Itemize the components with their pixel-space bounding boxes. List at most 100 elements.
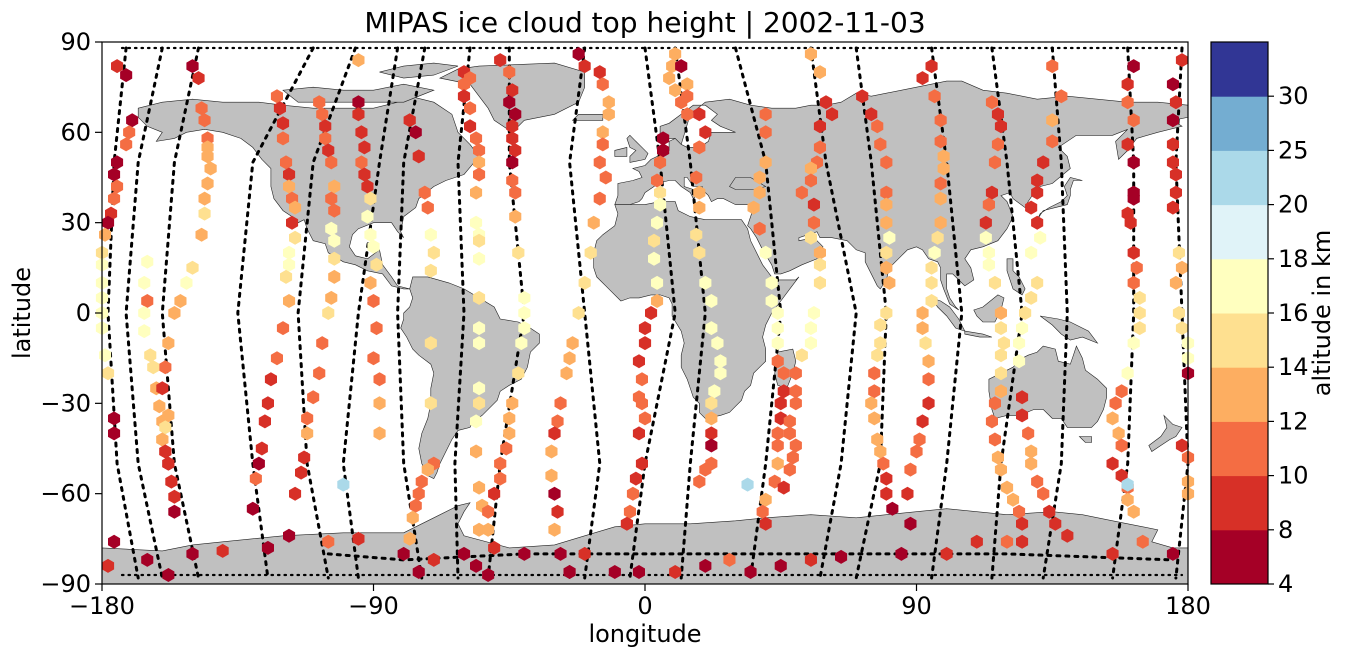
cloud-marker-10-3: [669, 83, 682, 98]
cloud-marker-4-9: [325, 221, 338, 236]
cloud-marker-20-20: [699, 558, 712, 573]
cloud-marker-18-22: [1115, 438, 1128, 453]
cloud-marker-2-9: [198, 191, 211, 206]
cloud-marker-6-8: [424, 336, 437, 351]
cloud-marker-6-2: [412, 149, 425, 164]
cloud-marker-16-19: [985, 414, 998, 429]
cloud-marker-9-11: [587, 215, 600, 230]
cloud-marker-20-18: [632, 565, 645, 579]
cloud-marker-17-18: [1016, 408, 1029, 423]
y-tick-label-4: 30: [60, 209, 91, 237]
cloud-marker-16-24: [1007, 492, 1020, 507]
cloud-marker-5-7: [361, 179, 374, 194]
cloud-marker-9-21: [545, 444, 558, 459]
cloud-marker-14-3: [874, 137, 887, 152]
cloud-marker-12-18: [771, 426, 784, 441]
cloud-marker-10-10: [654, 185, 667, 200]
cloud-marker-7-18: [473, 381, 486, 396]
cloud-marker-6-12: [415, 474, 428, 489]
cloud-marker-5-1: [352, 95, 365, 110]
colorbar-tick-label-9: 30: [1278, 82, 1309, 110]
y-tick-label-3: 0: [76, 299, 91, 327]
cloud-marker-14-14: [874, 336, 887, 351]
cloud-marker-3-3: [276, 131, 290, 146]
cloud-marker-14-22: [877, 456, 890, 471]
cloud-marker-9-7: [596, 137, 609, 152]
cloud-marker-20-12: [457, 546, 471, 561]
cloud-marker-14-23: [880, 471, 893, 486]
cloud-marker-20-24: [804, 552, 817, 567]
cloud-marker-0-20: [108, 411, 121, 426]
cloud-marker-20-19: [669, 565, 682, 579]
cloud-marker-14-19: [868, 411, 881, 426]
cloud-marker-12-19: [771, 438, 784, 453]
cloud-marker-19-13: [1175, 321, 1188, 336]
colorbar-tick-label-4: 14: [1278, 353, 1309, 381]
cloud-marker-1-8: [153, 399, 166, 414]
cloud-marker-2-21: [156, 432, 169, 447]
cloud-marker-8-22: [494, 456, 507, 471]
cloud-marker-8-5: [506, 119, 519, 134]
cloud-marker-10-20: [632, 354, 645, 369]
land-polygon-13: [964, 330, 992, 338]
cloud-marker-10-11: [654, 197, 667, 212]
cloud-marker-13-19: [795, 348, 808, 363]
cloud-marker-7-10: [470, 185, 483, 200]
cloud-marker-10-0: [669, 47, 682, 61]
cloud-marker-17-16: [1013, 354, 1026, 369]
cloud-marker-15-9: [934, 215, 947, 230]
cloud-marker-13-0: [804, 47, 817, 61]
cloud-marker-7-17: [473, 336, 486, 351]
cloud-marker-6-14: [409, 498, 422, 513]
cloud-marker-3-17: [264, 372, 277, 387]
cloud-marker-20-21: [723, 552, 736, 567]
cloud-marker-8-19: [503, 411, 516, 426]
cloud-marker-6-17: [397, 546, 410, 561]
cloud-marker-19-6: [1169, 167, 1182, 182]
cloud-marker-8-11: [509, 209, 522, 224]
cloud-marker-9-26: [554, 546, 567, 561]
cloud-marker-19-1: [1166, 77, 1179, 92]
cloud-marker-17-23: [1037, 486, 1050, 501]
cloud-marker-20-7: [283, 528, 296, 543]
cloud-marker-15-16: [916, 321, 929, 336]
cloud-marker-8-18: [506, 396, 519, 411]
cloud-marker-7-15: [473, 290, 486, 305]
land-polygon-8: [626, 134, 649, 163]
cloud-marker-18-24: [1115, 468, 1128, 483]
cloud-marker-2-12: [186, 260, 199, 275]
cloud-marker-11-3: [693, 107, 706, 122]
cloud-marker-14-4: [880, 155, 893, 170]
x-tick-label-4: 180: [1165, 592, 1211, 620]
cloud-marker-4-3: [319, 131, 332, 146]
cloud-marker-11-5: [693, 140, 706, 155]
cloud-marker-16-18: [988, 396, 1001, 411]
cloud-marker-20-34: [1166, 546, 1179, 561]
cloud-marker-4-14: [322, 306, 335, 320]
cloud-marker-9-14: [572, 306, 585, 320]
cloud-marker-18-3: [1127, 113, 1140, 128]
cloud-marker-17-5: [1031, 173, 1044, 188]
cloud-marker-16-15: [994, 348, 1007, 363]
cloud-marker-19-0: [1175, 53, 1188, 68]
cloud-marker-2-1: [192, 71, 205, 86]
cloud-marker-16-7: [979, 215, 992, 230]
cloud-marker-20-30: [1016, 534, 1029, 549]
cloud-marker-5-14: [367, 294, 380, 308]
colorbar-tick-label-2: 10: [1278, 462, 1309, 490]
cloud-marker-3-23: [246, 501, 259, 516]
cloud-marker-1-0: [141, 254, 154, 269]
x-tick-label-2: 0: [637, 592, 652, 620]
cloud-marker-15-18: [922, 354, 935, 369]
cloud-marker-8-12: [512, 245, 525, 260]
cloud-marker-16-12: [994, 306, 1007, 320]
cloud-marker-6-3: [418, 185, 431, 200]
cloud-marker-7-16: [473, 321, 486, 336]
cloud-marker-20-2: [141, 552, 154, 567]
cloud-marker-6-15: [406, 510, 419, 525]
cloud-marker-19-2: [1169, 95, 1182, 110]
cloud-marker-12-8: [765, 275, 778, 290]
cloud-marker-20-9: [352, 531, 365, 546]
cloud-marker-0-3: [123, 125, 136, 140]
cloud-marker-15-8: [934, 191, 947, 206]
